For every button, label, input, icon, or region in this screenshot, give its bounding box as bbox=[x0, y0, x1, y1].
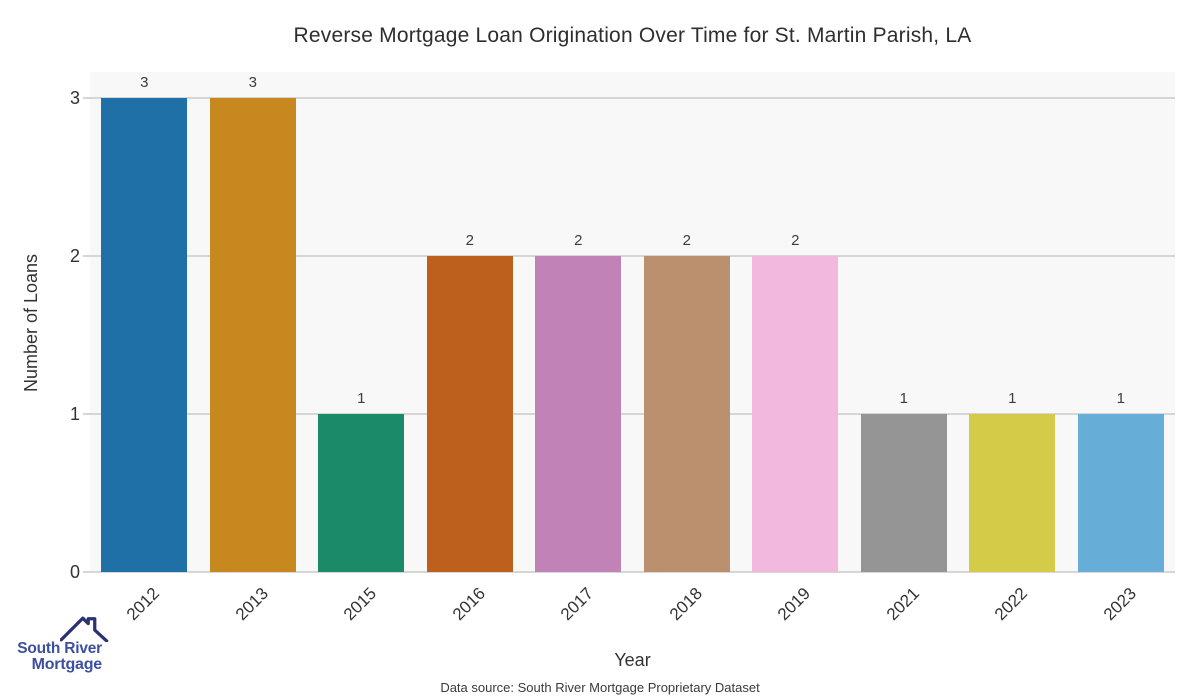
south-river-mortgage-logo: South River Mortgage bbox=[16, 614, 116, 676]
chart-title: Reverse Mortgage Loan Origination Over T… bbox=[293, 24, 972, 47]
y-axis-title: Number of Loans bbox=[21, 253, 41, 393]
y-tick-label-2: 2 bbox=[69, 246, 80, 266]
bar-2018 bbox=[643, 256, 730, 572]
bar-value-label-2023: 1 bbox=[1116, 390, 1125, 407]
bar-2017 bbox=[535, 256, 622, 572]
y-tick-label-3: 3 bbox=[69, 88, 80, 108]
bar-value-label-2022: 1 bbox=[1008, 390, 1017, 407]
bar-2012 bbox=[101, 98, 188, 572]
gridline-y-3 bbox=[83, 97, 1175, 99]
bar-value-label-2021: 1 bbox=[899, 390, 908, 407]
data-source-note: Data source: South River Mortgage Propri… bbox=[440, 680, 760, 695]
bar-value-label-2015: 1 bbox=[357, 390, 366, 407]
y-tick-label-0: 0 bbox=[69, 562, 80, 582]
plot-area: 3 3 1 2 2 2 2 1 1 1 bbox=[83, 72, 1175, 573]
bar-2015 bbox=[318, 414, 405, 572]
bar-value-label-2012: 3 bbox=[140, 74, 149, 91]
logo-text-line2: Mortgage bbox=[31, 656, 103, 673]
bar-value-label-2019: 2 bbox=[791, 232, 800, 249]
logo-text-line1: South River bbox=[17, 640, 102, 657]
gridline-y-0 bbox=[83, 571, 1175, 573]
y-tick-label-1: 1 bbox=[69, 404, 80, 424]
bar-value-label-2016: 2 bbox=[465, 232, 474, 249]
bar-2016 bbox=[426, 256, 513, 572]
x-axis-title: Year bbox=[614, 650, 651, 670]
gridline-y-2 bbox=[83, 255, 1175, 257]
bar-value-label-2017: 2 bbox=[574, 232, 583, 249]
bar-2019 bbox=[752, 256, 839, 572]
bar-2023 bbox=[1077, 414, 1164, 572]
gridline-y-1 bbox=[83, 413, 1175, 415]
house-roof-icon bbox=[60, 616, 109, 642]
bar-2021 bbox=[860, 414, 947, 572]
bar-2022 bbox=[969, 414, 1056, 572]
bar-2013 bbox=[209, 98, 296, 572]
bar-value-label-2018: 2 bbox=[682, 232, 691, 249]
bar-value-label-2013: 3 bbox=[248, 74, 257, 91]
